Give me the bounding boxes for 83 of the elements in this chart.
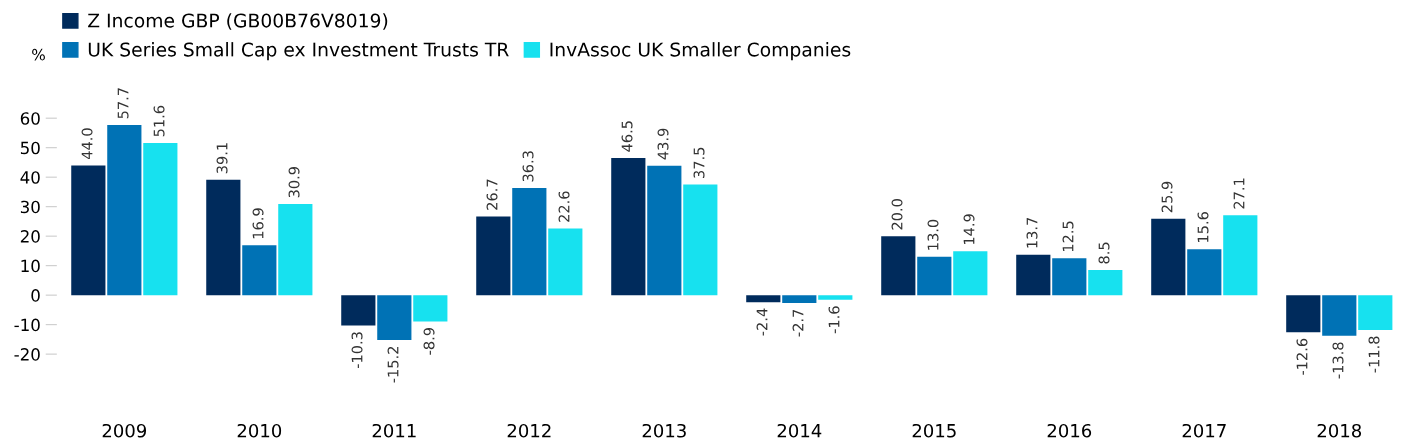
bar [782,295,817,304]
bar [71,165,106,296]
x-tick-label: 2016 [1047,423,1092,438]
bar [1358,295,1393,330]
y-tick-label: 50 [20,141,40,155]
data-label: 25.9 [1161,181,1173,213]
data-label: 20.0 [891,199,903,230]
data-label: -1.6 [828,306,840,334]
data-label: 12.5 [1062,221,1074,252]
x-tick-label: 2010 [237,423,282,438]
bar [1088,270,1123,296]
bar [1052,258,1087,296]
data-label: 15.6 [1197,212,1209,242]
data-label: 57.7 [117,88,129,119]
y-tick-label: 10 [21,259,40,273]
x-tick-label: 2015 [912,423,956,438]
bar [611,158,646,296]
bar [413,295,448,322]
x-tick-label: 2009 [102,423,147,438]
bar [953,251,988,296]
data-label: 27.1 [1233,178,1245,209]
y-axis-title: % [32,48,45,61]
bar [1286,295,1321,333]
bar [1187,249,1222,296]
y-tick-label: 0 [31,289,40,302]
data-label: 30.9 [288,167,300,198]
data-label: -11.8 [1368,336,1380,373]
y-tick-label: 20 [20,230,40,243]
data-label: 14.9 [963,214,975,245]
data-label: -2.7 [792,309,804,337]
bar [206,179,241,296]
data-label: -13.8 [1332,342,1344,379]
x-tick-label: 2011 [372,423,416,438]
bar [1016,254,1051,296]
data-label: 46.5 [621,121,633,152]
data-label: 16.9 [252,208,264,239]
bar [1223,215,1258,296]
legend-label: UK Series Small Cap ex Investment Trusts TR [88,42,509,61]
data-label: 44.0 [81,128,93,160]
bar [1151,218,1186,296]
bar [242,245,277,296]
bar [818,295,853,300]
x-tick-label: 2013 [642,423,686,438]
data-label: -12.6 [1296,338,1308,375]
data-label: 39.1 [216,143,228,174]
data-label: 13.0 [927,219,939,250]
data-label: -2.4 [756,308,768,336]
data-label: 37.5 [693,147,705,178]
y-tick-label: 30 [20,200,40,214]
legend-label: InvAssoc UK Smaller Companies [550,42,851,61]
bar [341,295,376,326]
legend-label: Z Income GBP (GB00B76V8019) [88,13,388,30]
bar [512,188,547,296]
data-label: 22.6 [558,191,570,222]
y-tick-label: 40 [20,171,40,184]
bar [476,216,511,296]
x-tick-label: 2012 [507,423,551,438]
data-label: 13.7 [1026,217,1038,248]
y-tick-label: -20 [14,348,40,361]
x-tick-label: 2018 [1317,423,1362,438]
x-tick-label: 2017 [1182,423,1226,438]
bar [143,142,178,296]
data-label: -15.2 [387,346,399,383]
data-label: 8.5 [1098,242,1110,264]
bar [1322,295,1357,336]
bar [647,165,682,296]
bar [548,228,583,296]
x-tick-label: 2014 [777,423,822,438]
bar [683,184,718,296]
bar [107,124,142,296]
bar [917,256,952,296]
data-label: 43.9 [657,128,669,160]
data-label: 26.7 [486,179,498,210]
bar [881,236,916,296]
y-tick-label: -10 [14,318,40,332]
y-tick-label: 60 [20,112,40,125]
data-label: -10.3 [351,332,363,369]
data-label: 36.3 [522,151,534,182]
bar [746,295,781,303]
bar [377,295,412,340]
bar [278,204,313,296]
data-label: -8.9 [423,327,435,355]
data-label: 51.6 [153,105,165,137]
